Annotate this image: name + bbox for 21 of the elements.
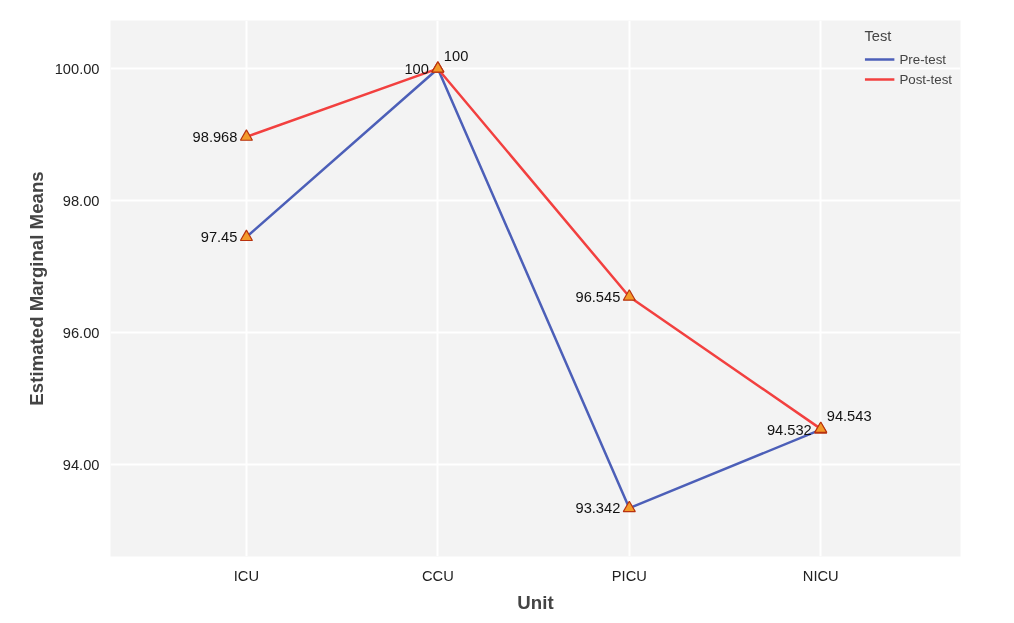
x-tick-label: NICU xyxy=(802,567,839,584)
legend-label: Post-test xyxy=(899,71,952,87)
data-label: 100 xyxy=(404,60,429,77)
y-tick-label: 96.00 xyxy=(62,324,100,341)
y-tick-label: 94.00 xyxy=(62,456,100,473)
y-tick-label: 98.00 xyxy=(62,192,100,209)
data-label: 93.342 xyxy=(575,500,621,517)
data-label: 98.968 xyxy=(192,128,238,145)
x-tick-label: CCU xyxy=(421,567,454,584)
data-label: 94.532 xyxy=(766,421,812,438)
data-label: 96.545 xyxy=(575,288,621,305)
legend-title: Test xyxy=(864,28,893,44)
x-axis-title: Unit xyxy=(517,591,554,613)
x-tick-label: ICU xyxy=(233,567,260,584)
data-label: 97.45 xyxy=(200,229,238,246)
y-tick-label: 100.00 xyxy=(54,60,100,77)
x-tick-label: PICU xyxy=(611,567,647,584)
data-label: 100 xyxy=(443,47,469,64)
y-axis-title: Estimated Marginal Means xyxy=(25,171,47,406)
data-label: 94.543 xyxy=(826,407,872,424)
legend-label: Pre-test xyxy=(899,51,947,67)
